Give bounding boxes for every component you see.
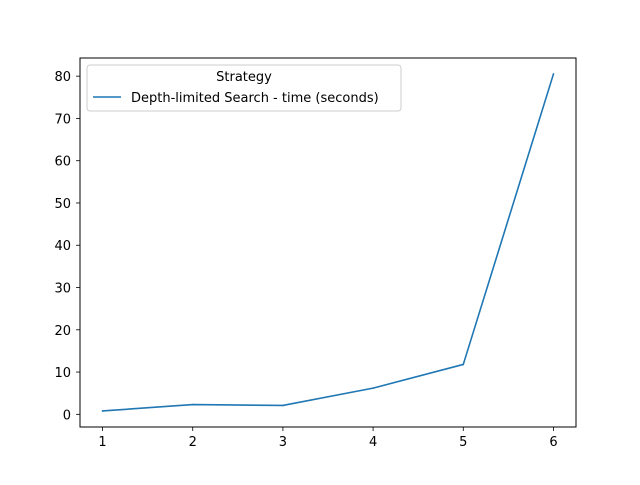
- x-tick-label: 2: [189, 435, 197, 450]
- legend-series-label: Depth-limited Search - time (seconds): [131, 91, 379, 106]
- legend-box: [86, 64, 402, 112]
- y-tick-label: 30: [54, 282, 71, 297]
- data-point: [191, 403, 194, 406]
- data-point: [462, 363, 465, 366]
- y-tick-label: 20: [54, 324, 71, 339]
- x-tick-label: 5: [459, 435, 467, 450]
- data-point: [101, 410, 104, 412]
- y-tick-label: 0: [63, 408, 71, 423]
- x-tick-label: 1: [98, 435, 106, 450]
- x-tick-label: 4: [369, 435, 377, 450]
- y-tick-label: 70: [54, 112, 71, 127]
- y-tick-label: 50: [54, 197, 71, 212]
- legend: Strategy Depth-limited Search - time (se…: [86, 64, 402, 112]
- plot-area: [101, 73, 555, 412]
- x-axis: 1 2 3 4 5 6: [98, 427, 558, 450]
- y-tick-label: 60: [54, 155, 71, 170]
- y-tick-label: 80: [54, 70, 71, 85]
- series-line: [101, 73, 555, 412]
- y-axis: 0 10 20 30 40 50 60 70 80: [54, 70, 80, 423]
- y-tick-label: 40: [54, 239, 71, 254]
- legend-title: Strategy: [216, 70, 272, 85]
- data-point: [282, 404, 284, 407]
- data-point: [372, 387, 374, 389]
- data-point: [552, 73, 555, 75]
- x-tick-label: 6: [549, 435, 557, 450]
- axes-frame: [79, 57, 577, 428]
- x-tick-label: 3: [279, 435, 287, 450]
- y-tick-label: 10: [54, 366, 71, 381]
